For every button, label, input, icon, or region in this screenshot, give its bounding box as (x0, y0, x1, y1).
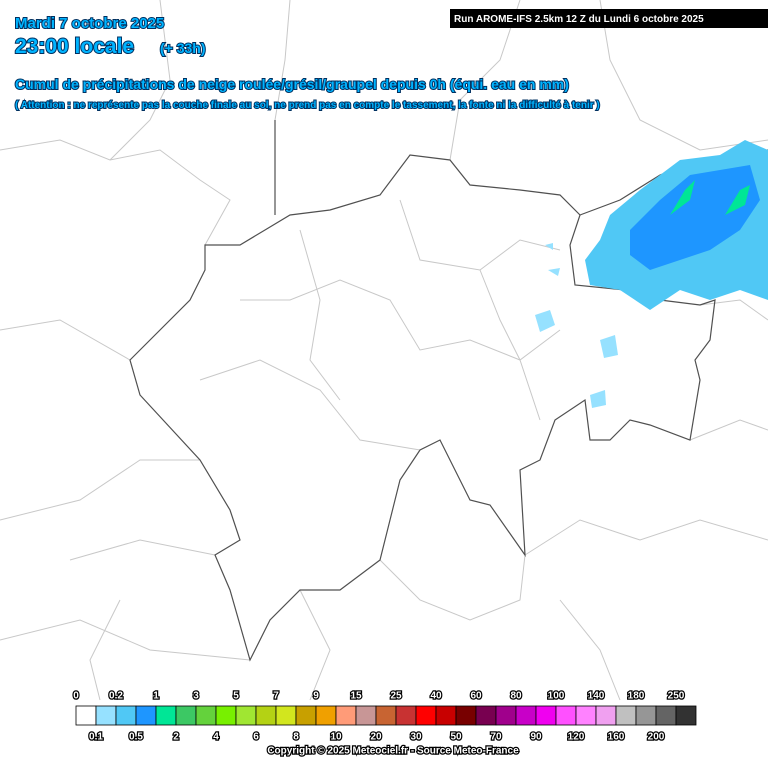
legend-label: 15 (350, 691, 362, 702)
legend-swatch (675, 705, 697, 726)
legend-label: 200 (648, 732, 665, 743)
legend-swatch (615, 705, 637, 726)
legend: 0 0.1 0.2 0.5 1 2 3 4 5 6 7 8 9 10 15 20 25 30 40 50 60 70 80 9… (72, 689, 697, 744)
legend-label: 80 (510, 691, 522, 702)
legend-swatch (195, 705, 217, 726)
legend-label: 2 (173, 732, 179, 743)
legend-label: 250 (668, 691, 685, 702)
legend-swatch (575, 705, 597, 726)
copyright: Copyright © 2025 Meteociel.fr - Source M… (267, 746, 519, 757)
country-border (129, 154, 716, 662)
legend-label: 25 (390, 691, 402, 702)
run-banner (450, 9, 768, 28)
legend-swatch (455, 705, 477, 726)
legend-label: 50 (450, 732, 462, 743)
legend-swatch (335, 705, 357, 726)
legend-label: 60 (470, 691, 482, 702)
legend-label: 70 (490, 732, 502, 743)
legend-label: 0.2 (109, 691, 123, 702)
legend-label: 3 (193, 691, 199, 702)
legend-swatch (295, 705, 317, 726)
forecast-time: 23:00 locale (15, 35, 134, 58)
legend-swatch (315, 705, 337, 726)
legend-swatch (655, 705, 677, 726)
lead-time: (+ 33h) (160, 40, 206, 56)
legend-swatch (155, 705, 177, 726)
legend-swatch (635, 705, 657, 726)
legend-label: 140 (588, 691, 605, 702)
legend-swatch (215, 705, 237, 726)
precip-area (670, 180, 750, 215)
run-info: Run AROME-IFS 2.5km 12 Z du Lundi 6 octo… (454, 14, 704, 25)
legend-label: 20 (370, 732, 382, 743)
precip-area (535, 243, 618, 408)
legend-label: 4 (213, 732, 219, 743)
legend-swatch (355, 705, 377, 726)
legend-label: 7 (273, 691, 279, 702)
legend-label: 180 (628, 691, 645, 702)
legend-label: 6 (253, 732, 259, 743)
legend-swatch (115, 705, 137, 726)
precipitation-field (535, 140, 768, 408)
legend-label: 160 (608, 732, 625, 743)
legend-swatch (555, 705, 577, 726)
legend-swatch (415, 705, 437, 726)
legend-swatch (275, 705, 297, 726)
legend-swatch (475, 705, 497, 726)
map-warning: ( Attention : ne représente pas la couch… (15, 100, 600, 111)
precip-area (630, 165, 760, 270)
region-boundaries (0, 0, 768, 701)
legend-swatch (515, 705, 537, 726)
forecast-date: Mardi 7 octobre 2025 (15, 15, 164, 32)
legend-swatch (435, 705, 457, 726)
legend-swatch (175, 705, 197, 726)
legend-swatch (75, 705, 97, 726)
map-title: Cumul de précipitations de neige roulée/… (15, 76, 569, 92)
legend-swatch (95, 705, 117, 726)
legend-label: 30 (410, 732, 422, 743)
legend-swatch (535, 705, 557, 726)
legend-label: 0.5 (129, 732, 143, 743)
legend-swatch (375, 705, 397, 726)
legend-label: 120 (568, 732, 585, 743)
legend-swatch (235, 705, 257, 726)
legend-label: 5 (233, 691, 239, 702)
legend-label: 8 (293, 732, 299, 743)
legend-swatch (135, 705, 157, 726)
legend-label: 0 (73, 691, 79, 702)
legend-label: 100 (548, 691, 565, 702)
legend-label: 1 (153, 691, 159, 702)
legend-swatch (595, 705, 617, 726)
legend-label: 0.1 (89, 732, 103, 743)
legend-label: 40 (430, 691, 442, 702)
legend-label: 9 (313, 691, 319, 702)
legend-swatch (495, 705, 517, 726)
legend-swatch (395, 705, 417, 726)
legend-label: 10 (330, 732, 342, 743)
legend-label: 90 (530, 732, 542, 743)
legend-swatch (255, 705, 277, 726)
